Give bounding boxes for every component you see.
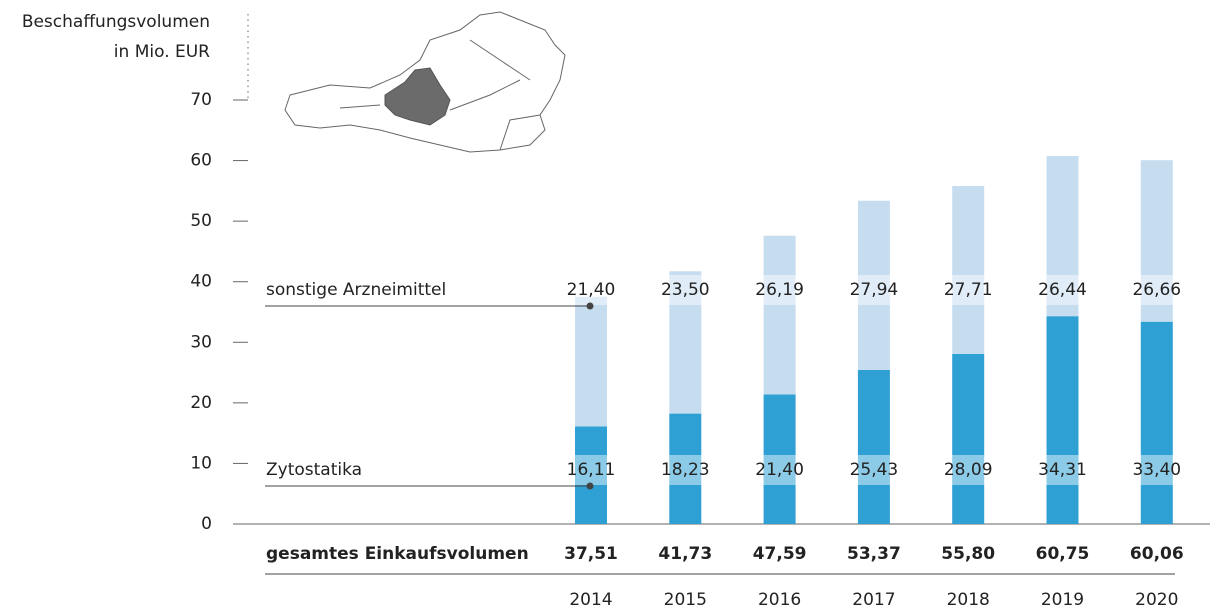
label-band [1126, 275, 1187, 305]
bar-segment [1140, 321, 1173, 524]
label-band [843, 275, 904, 305]
x-tick-label: 2020 [1135, 590, 1178, 609]
data-label: 34,31 [1038, 460, 1087, 480]
leader-dot [586, 302, 594, 310]
bar-segment [575, 426, 607, 524]
x-tick-label: 2014 [569, 590, 612, 609]
y-axis-title: in Mio. EUR [114, 42, 210, 62]
bar-segment [1046, 316, 1079, 524]
total-label: 53,37 [847, 544, 901, 564]
y-tick-label: 20 [190, 393, 212, 413]
y-tick-label: 40 [190, 272, 212, 292]
bar-segment [952, 353, 985, 524]
label-band [655, 455, 716, 485]
label-band [938, 455, 999, 485]
total-label: 60,06 [1130, 544, 1184, 564]
data-label: 16,11 [567, 460, 616, 480]
label-band [1126, 455, 1187, 485]
data-label: 23,50 [661, 280, 710, 300]
leader-dot [586, 482, 594, 490]
bar-segment [1140, 160, 1173, 322]
label-band [561, 455, 621, 485]
series-label: sonstige Arzneimittel [266, 280, 446, 300]
total-label: 47,59 [753, 544, 807, 564]
bar-segment [857, 369, 890, 524]
totals-label: gesamtes Einkaufsvolumen [266, 544, 529, 564]
label-band [655, 275, 716, 305]
data-label: 25,43 [850, 460, 899, 480]
bar-segment [1046, 156, 1079, 317]
label-band [749, 275, 810, 305]
y-tick-label: 70 [190, 90, 212, 110]
y-tick-label: 50 [190, 211, 212, 231]
data-label: 26,44 [1038, 280, 1087, 300]
data-label: 27,71 [944, 280, 993, 300]
label-band [938, 275, 999, 305]
bar-segment [763, 394, 796, 524]
data-label: 18,23 [661, 460, 710, 480]
y-tick-label: 0 [201, 514, 212, 534]
data-label: 21,40 [567, 280, 616, 300]
x-tick-label: 2016 [758, 590, 801, 609]
bar-segment [669, 271, 702, 414]
total-label: 37,51 [564, 544, 618, 564]
x-tick-label: 2015 [664, 590, 707, 609]
bar-segment [952, 186, 985, 354]
x-tick-label: 2017 [852, 590, 895, 609]
data-label: 27,94 [850, 280, 899, 300]
total-label: 60,75 [1036, 544, 1090, 564]
total-label: 41,73 [658, 544, 712, 564]
label-band [1032, 455, 1093, 485]
y-tick-label: 60 [190, 151, 212, 171]
y-tick-label: 30 [190, 332, 212, 352]
label-band [561, 275, 621, 305]
bar-segment [575, 296, 607, 427]
map [284, 11, 566, 153]
data-label: 26,19 [755, 280, 804, 300]
label-band [843, 455, 904, 485]
bar-segment [669, 413, 702, 524]
series-label: Zytostatika [266, 460, 362, 480]
bar-segment [857, 200, 890, 370]
data-label: 26,66 [1132, 280, 1181, 300]
x-tick-label: 2019 [1041, 590, 1084, 609]
label-band [1032, 275, 1093, 305]
total-label: 55,80 [941, 544, 995, 564]
y-axis-title: Beschaffungsvolumen [22, 12, 210, 32]
data-label: 28,09 [944, 460, 993, 480]
y-tick-label: 10 [190, 453, 212, 473]
bar-segment [763, 235, 796, 395]
label-band [749, 455, 810, 485]
data-label: 21,40 [755, 460, 804, 480]
data-label: 33,40 [1132, 460, 1181, 480]
x-tick-label: 2018 [947, 590, 990, 609]
